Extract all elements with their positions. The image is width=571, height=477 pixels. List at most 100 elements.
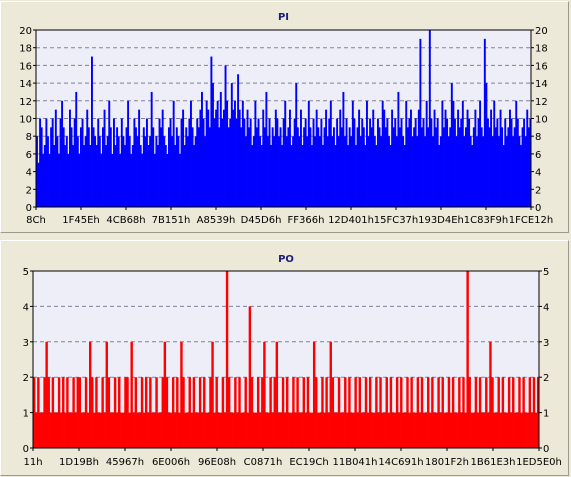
y-tick-label-right: 2 bbox=[543, 373, 549, 384]
y-tick-label-right: 4 bbox=[535, 168, 541, 179]
bar bbox=[265, 412, 268, 448]
bar bbox=[122, 136, 125, 207]
bar bbox=[194, 412, 198, 448]
bar bbox=[273, 136, 276, 207]
y-tick-label-right: 0 bbox=[543, 444, 549, 455]
bar bbox=[78, 377, 82, 448]
bar bbox=[124, 377, 127, 448]
bar bbox=[109, 412, 113, 448]
bar bbox=[168, 127, 170, 207]
bar bbox=[418, 412, 422, 448]
bar bbox=[449, 127, 452, 207]
bar bbox=[39, 118, 42, 207]
bar bbox=[489, 341, 492, 448]
bar bbox=[476, 136, 478, 207]
bar bbox=[144, 377, 148, 448]
bar bbox=[49, 412, 53, 448]
bar bbox=[221, 377, 225, 448]
bar bbox=[101, 377, 104, 448]
bar bbox=[354, 377, 357, 448]
bar bbox=[304, 412, 308, 448]
bar bbox=[498, 136, 500, 207]
bar bbox=[51, 118, 54, 207]
y-tick-label-left: 10 bbox=[19, 115, 32, 126]
bar bbox=[400, 118, 403, 207]
y-tick-label-right: 3 bbox=[543, 338, 549, 349]
bar bbox=[54, 109, 57, 207]
x-tick-label: 1B61E3h bbox=[471, 457, 516, 468]
bar bbox=[460, 118, 463, 207]
bar bbox=[70, 127, 73, 207]
x-tick-label: 1C83F9h bbox=[464, 215, 509, 226]
bar bbox=[402, 412, 405, 448]
bar bbox=[310, 412, 314, 448]
bar bbox=[397, 91, 400, 207]
bar bbox=[495, 412, 498, 448]
bar bbox=[443, 127, 445, 207]
bar bbox=[342, 91, 345, 207]
bar bbox=[406, 377, 409, 448]
bar bbox=[252, 412, 256, 448]
bar bbox=[72, 377, 75, 448]
bar bbox=[359, 136, 362, 207]
bar bbox=[403, 145, 406, 207]
bar bbox=[408, 412, 411, 448]
bar bbox=[471, 145, 474, 207]
bar bbox=[465, 127, 467, 207]
bar bbox=[412, 412, 415, 448]
bar bbox=[534, 412, 538, 448]
bar bbox=[157, 412, 160, 448]
x-tick-label: 1FCE12h bbox=[509, 215, 553, 226]
y-tick-label-left: 18 bbox=[19, 44, 32, 55]
bar bbox=[47, 136, 49, 207]
bar bbox=[370, 127, 373, 207]
bar bbox=[149, 377, 152, 448]
bar bbox=[327, 412, 330, 448]
bar bbox=[177, 136, 180, 207]
bar bbox=[285, 136, 288, 207]
bar bbox=[460, 412, 463, 448]
bar bbox=[205, 100, 208, 207]
bar bbox=[377, 412, 380, 448]
bar bbox=[454, 118, 456, 207]
bar bbox=[387, 412, 391, 448]
x-tick-label: 8Ch bbox=[26, 215, 46, 226]
bar bbox=[536, 377, 540, 448]
bar bbox=[383, 109, 386, 207]
bar bbox=[146, 118, 148, 207]
y-tick-label-right: 14 bbox=[535, 79, 548, 90]
bar bbox=[466, 271, 469, 448]
bar bbox=[211, 341, 214, 448]
y-tick-label-right: 16 bbox=[535, 61, 548, 72]
y-tick-label-right: 12 bbox=[535, 97, 548, 108]
y-tick-label-left: 5 bbox=[23, 267, 29, 278]
bar bbox=[337, 377, 341, 448]
bar bbox=[296, 377, 299, 448]
bar bbox=[518, 377, 521, 448]
bar bbox=[103, 109, 106, 207]
bar bbox=[490, 109, 493, 207]
bar bbox=[191, 127, 194, 207]
bar bbox=[219, 412, 223, 448]
bar bbox=[158, 118, 161, 207]
bar bbox=[317, 412, 320, 448]
bar bbox=[130, 153, 133, 207]
bar bbox=[273, 377, 276, 448]
bar bbox=[76, 136, 79, 207]
bar bbox=[74, 412, 77, 448]
x-tick-label: 11B041h bbox=[332, 457, 377, 468]
bar bbox=[155, 136, 158, 207]
bar bbox=[105, 145, 108, 207]
pi-chart-panel: PI 0 0 2 2 4 4 6 6 8 8 10 10 12 12 14 14 16 16 18 18 20 20 8Ch 1… bbox=[0, 1, 569, 233]
bar bbox=[389, 145, 392, 207]
bar bbox=[321, 377, 324, 448]
y-tick-label-left: 3 bbox=[23, 338, 29, 349]
bar bbox=[53, 145, 56, 207]
bar bbox=[276, 118, 279, 207]
bar bbox=[172, 100, 175, 207]
bar bbox=[339, 412, 343, 448]
bar bbox=[373, 412, 376, 448]
bar bbox=[236, 412, 239, 448]
bar bbox=[208, 127, 211, 207]
bar bbox=[388, 136, 390, 207]
